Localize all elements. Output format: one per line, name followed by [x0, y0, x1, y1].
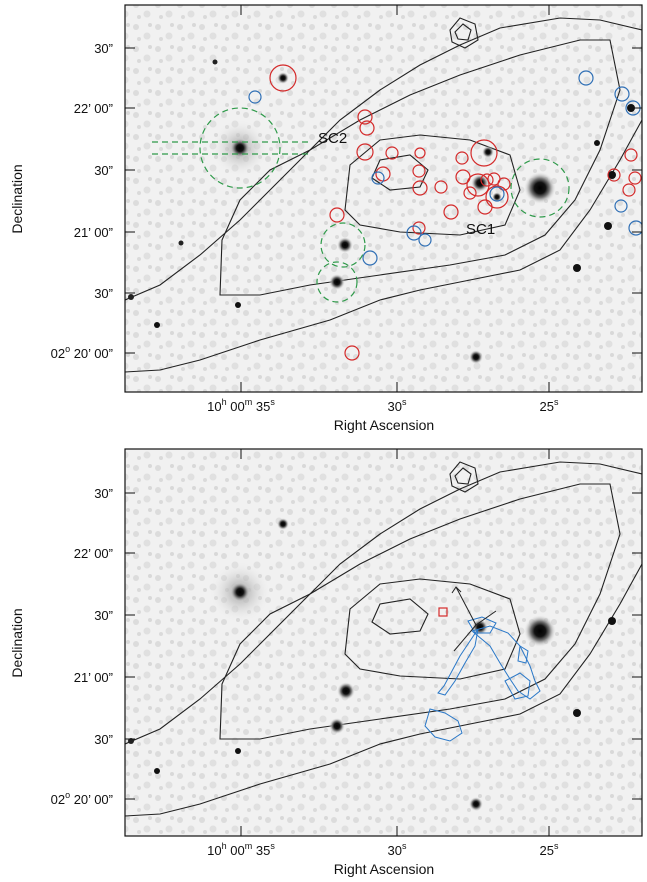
dec-tick-label: 30”: [94, 608, 113, 623]
dec-tick-label: 02o 20’ 00”: [51, 790, 113, 807]
y-axis-label: Declination: [9, 164, 25, 233]
core-contour: [371, 154, 429, 191]
bright-star: [524, 172, 556, 204]
star: [277, 72, 289, 84]
star: [235, 302, 241, 308]
bottom-panel: 30” 22’ 00” 30” 21’ 00” 30” 02o 20’ 00” …: [0, 441, 647, 882]
star: [178, 240, 184, 246]
mid-contour: [219, 483, 621, 740]
star: [469, 350, 483, 364]
ra-tick-label: 10h 00m 35s: [207, 841, 275, 858]
mid-contour: [219, 39, 621, 296]
star: [337, 682, 355, 700]
top-image: SC2 SC1 30” 22’ 00” 30” 21’ 00” 30” 02o …: [9, 4, 643, 433]
bottom-image: 30” 22’ 00” 30” 21’ 00” 30” 02o 20’ 00” …: [9, 448, 643, 877]
sky-background: [125, 5, 642, 392]
dec-tick-label: 30”: [94, 732, 113, 747]
x-axis-label: Right Ascension: [334, 861, 434, 877]
star: [154, 322, 160, 328]
ra-tick-label: 30s: [388, 397, 407, 414]
star: [212, 59, 218, 65]
ra-tick-label: 25s: [540, 397, 559, 414]
star: [573, 264, 581, 272]
radio-contours: [424, 616, 541, 742]
dec-tick-label: 30”: [94, 41, 113, 56]
ra-tick-label: 30s: [388, 841, 407, 858]
dec-tick-label: 30”: [94, 163, 113, 178]
outer-contour: [125, 461, 642, 817]
dec-tick-label: 30”: [94, 286, 113, 301]
star: [608, 617, 616, 625]
star: [154, 768, 160, 774]
dec-tick-label: 02o 20’ 00”: [51, 344, 113, 361]
star: [471, 174, 489, 192]
source-marker: [438, 607, 448, 617]
top-contour-blob: [449, 461, 479, 493]
tick-marks: [125, 449, 642, 836]
star: [627, 104, 635, 112]
star: [337, 237, 353, 253]
bright-star: [230, 138, 250, 158]
sc1-label: SC1: [466, 221, 495, 238]
star: [608, 171, 616, 179]
y-axis-label: Declination: [9, 608, 25, 677]
plot-frame: [124, 4, 643, 393]
top-contour-blob: [449, 17, 479, 49]
x-axis-label: Right Ascension: [334, 417, 434, 433]
green-regions: [152, 107, 570, 303]
bright-star: [524, 615, 556, 647]
inner-contour: [344, 578, 521, 680]
direction-marker: [451, 586, 497, 652]
star: [128, 294, 134, 300]
dec-tick-label: 21’ 00”: [74, 670, 113, 685]
star: [482, 146, 494, 158]
star: [277, 518, 289, 530]
star: [604, 222, 612, 230]
star: [594, 140, 600, 146]
ra-tick-label: 25s: [540, 841, 559, 858]
core-contour: [371, 598, 429, 635]
tick-marks: [125, 5, 642, 392]
inner-contour: [344, 134, 521, 236]
red-markers: [269, 64, 642, 361]
blue-markers: [248, 70, 642, 266]
plot-frame: [124, 448, 643, 837]
dec-tick-label: 30”: [94, 486, 113, 501]
star: [573, 709, 581, 717]
star: [235, 748, 241, 754]
top-panel: SC2 SC1 30” 22’ 00” 30” 21’ 00” 30” 02o …: [9, 4, 643, 433]
dec-tick-label: 22’ 00”: [74, 101, 113, 116]
dec-tick-label: 21’ 00”: [74, 225, 113, 240]
dec-tick-label: 22’ 00”: [74, 546, 113, 561]
star: [329, 274, 345, 290]
sc2-label: SC2: [318, 130, 347, 147]
ra-tick-label: 10h 00m 35s: [207, 397, 275, 414]
star: [472, 619, 488, 635]
bright-star: [230, 582, 250, 602]
sky-background: [125, 449, 642, 836]
star: [329, 718, 345, 734]
star: [492, 192, 502, 202]
star: [469, 797, 483, 811]
outer-contour: [125, 17, 642, 373]
